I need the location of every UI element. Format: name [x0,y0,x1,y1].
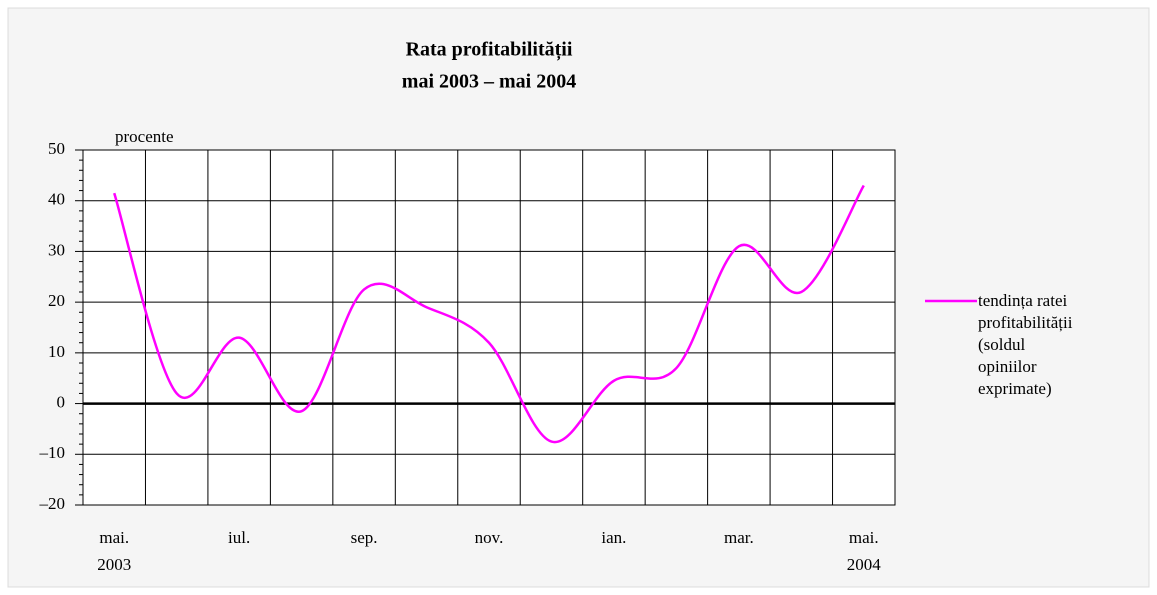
chart-title: Rata profitabilității [406,39,573,62]
chart-subtitle: mai 2003 – mai 2004 [402,71,576,93]
y-tick-label: 40 [48,190,65,209]
y-axis-label: procente [115,127,174,146]
y-tick-label: 20 [48,291,65,310]
x-tick-year: 2003 [97,555,131,574]
plot-area [83,150,895,505]
x-tick-label: mai. [849,528,879,547]
x-tick-year: 2004 [847,555,882,574]
y-tick-label: 0 [57,392,66,411]
y-tick-label: 50 [48,139,65,158]
y-tick-label: –10 [39,443,66,462]
x-tick-label: nov. [475,528,504,547]
plot-border [82,149,896,506]
x-tick-label: iul. [228,528,250,547]
y-tick-label: –20 [39,494,66,513]
y-tick-label: 10 [48,342,65,361]
x-tick-label: mai. [99,528,129,547]
legend-label: tendința ratei profitabilității (soldul … [978,291,1073,398]
y-tick-label: 30 [48,240,65,259]
x-tick-label: ian. [601,528,626,547]
series-line [113,184,865,444]
x-tick-label: mar. [724,528,754,547]
x-tick-label: sep. [351,528,378,547]
